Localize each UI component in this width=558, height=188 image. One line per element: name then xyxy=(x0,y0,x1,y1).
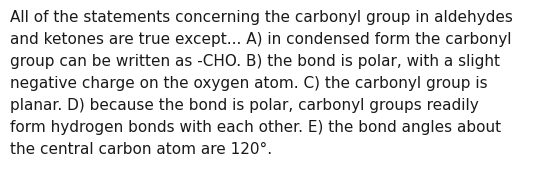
Text: the central carbon atom are 120°.: the central carbon atom are 120°. xyxy=(10,142,272,157)
Text: negative charge on the oxygen atom. C) the carbonyl group is: negative charge on the oxygen atom. C) t… xyxy=(10,76,488,91)
Text: planar. D) because the bond is polar, carbonyl groups readily: planar. D) because the bond is polar, ca… xyxy=(10,98,479,113)
Text: All of the statements concerning the carbonyl group in aldehydes: All of the statements concerning the car… xyxy=(10,10,513,25)
Text: and ketones are true except... A) in condensed form the carbonyl: and ketones are true except... A) in con… xyxy=(10,32,512,47)
Text: form hydrogen bonds with each other. E) the bond angles about: form hydrogen bonds with each other. E) … xyxy=(10,120,501,135)
Text: group can be written as -CHO. B) the bond is polar, with a slight: group can be written as -CHO. B) the bon… xyxy=(10,54,500,69)
